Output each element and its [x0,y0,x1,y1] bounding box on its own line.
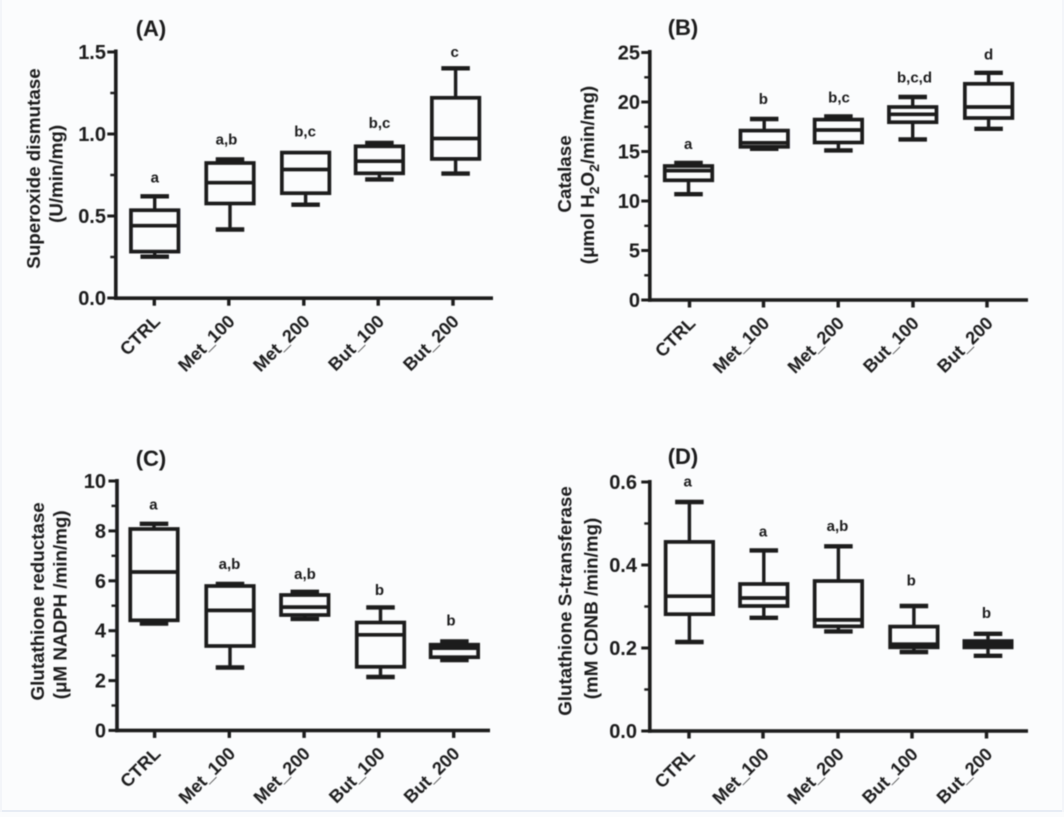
svg-text:a: a [151,169,160,186]
svg-text:0.6: 0.6 [609,472,637,494]
svg-text:a: a [684,474,693,491]
svg-text:c: c [451,44,459,61]
svg-text:(D): (D) [668,444,699,469]
svg-text:b: b [907,573,916,590]
svg-text:b,c,d: b,c,d [897,70,932,87]
svg-text:b,c: b,c [828,90,850,107]
svg-text:b: b [759,91,768,108]
svg-text:(C): (C) [136,446,167,471]
svg-text:a: a [149,497,158,514]
svg-text:10: 10 [618,191,640,213]
svg-text:25: 25 [618,43,640,65]
svg-text:Superoxide dismutase: Superoxide dismutase [23,68,44,268]
svg-text:b,c: b,c [294,124,316,141]
svg-text:(U/min/mg): (U/min/mg) [46,125,67,223]
svg-text:0.2: 0.2 [609,638,637,660]
svg-text:a,b: a,b [827,518,849,535]
svg-text:4: 4 [95,621,107,643]
svg-text:20: 20 [618,92,640,114]
svg-text:10: 10 [84,471,106,493]
svg-text:b: b [982,605,991,622]
svg-text:0.0: 0.0 [78,288,106,310]
svg-text:(μmol H2O2/min/mg): (μmol H2O2/min/mg) [577,86,602,264]
svg-text:(B): (B) [668,15,699,40]
svg-text:a: a [759,524,768,541]
svg-text:Glutathione S-transferase: Glutathione S-transferase [554,486,575,716]
svg-text:0: 0 [629,290,640,312]
svg-text:Catalase: Catalase [554,135,575,212]
svg-text:6: 6 [95,571,106,593]
svg-text:15: 15 [618,142,640,164]
svg-text:b: b [375,582,384,599]
svg-text:(μM NADPH /min/mg): (μM NADPH /min/mg) [50,510,71,699]
svg-text:1.0: 1.0 [78,124,106,146]
svg-text:b: b [446,613,455,630]
svg-text:2: 2 [95,671,106,693]
svg-text:(A): (A) [136,16,167,41]
svg-text:Glutathione reductase: Glutathione reductase [27,502,48,700]
svg-text:0: 0 [95,720,106,742]
svg-text:a,b: a,b [216,132,238,149]
svg-text:(mM CDNB /min/mg): (mM CDNB /min/mg) [580,518,601,700]
svg-text:a,b: a,b [294,566,316,583]
svg-text:0.4: 0.4 [609,555,638,577]
svg-text:0.5: 0.5 [78,206,106,228]
svg-text:1.5: 1.5 [78,42,106,64]
svg-text:8: 8 [95,521,106,543]
svg-text:b,c: b,c [369,115,391,132]
svg-text:d: d [984,47,993,64]
svg-text:a,b: a,b [219,556,241,573]
svg-text:a: a [684,136,693,153]
svg-text:5: 5 [629,241,640,263]
svg-text:0.0: 0.0 [609,721,637,743]
